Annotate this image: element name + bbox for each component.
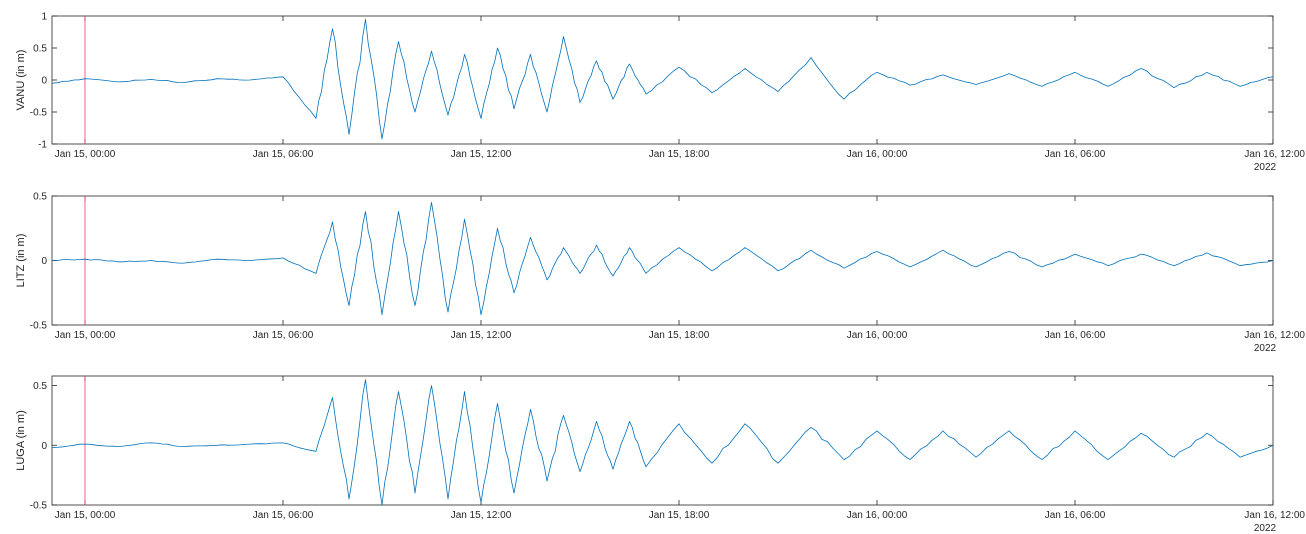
luga-ylabel: LUGA (in m): [15, 410, 27, 471]
luga-xtick-label: Jan 16, 00:00: [847, 510, 908, 521]
vanu-series-line: [51, 18, 1274, 140]
vanu-xtick-label: Jan 16, 12:00: [1244, 149, 1305, 160]
litz-series-line: [52, 202, 1274, 316]
luga-xtick-label: Jan 16, 12:00: [1244, 510, 1305, 521]
litz-xtick-label: Jan 16, 12:00: [1244, 330, 1305, 341]
vanu-xtick-label: Jan 15, 00:00: [55, 149, 116, 160]
vanu-ytick-label: -0.5: [30, 108, 48, 119]
vanu-xtick-label: Jan 15, 06:00: [253, 149, 314, 160]
litz-xtick-label: Jan 16, 00:00: [847, 330, 908, 341]
litz-ylabel: LITZ (in m): [15, 234, 27, 288]
panel-vanu: -1 -0.5 0 0.5 1 Jan 15, 00:00 Jan 15, 06:00 Jan…: [15, 12, 1305, 174]
luga-ytick-label: 0.5: [33, 381, 47, 392]
luga-year-label: 2022: [1254, 523, 1277, 534]
panel-litz: -0.5 0 0.5 Jan 15, 00:00 Jan 15, 06:00 Jan 15…: [15, 192, 1305, 355]
vanu-year-label: 2022: [1254, 162, 1277, 173]
vanu-ytick-label: 0: [41, 76, 47, 87]
vanu-xtick-label: Jan 16, 06:00: [1045, 149, 1106, 160]
litz-ytick-label: -0.5: [30, 321, 48, 332]
luga-ytick-label: 0: [41, 441, 47, 452]
vanu-axes-frame: [51, 15, 1274, 145]
vanu-xtick-label: Jan 16, 00:00: [847, 149, 908, 160]
litz-xtick-label: Jan 15, 18:00: [649, 330, 710, 341]
litz-xtick-label: Jan 15, 00:00: [55, 330, 116, 341]
luga-axes-frame: [51, 375, 1274, 506]
litz-xtick-label: Jan 15, 06:00: [253, 330, 314, 341]
litz-xtick-label: Jan 15, 12:00: [451, 330, 512, 341]
litz-ytick-label: 0.5: [33, 192, 47, 203]
vanu-xtick-label: Jan 15, 12:00: [451, 149, 512, 160]
litz-xtick-label: Jan 16, 06:00: [1045, 330, 1106, 341]
panel-luga: -0.5 0 0.5 Jan 15, 00:00 Jan 15, 06:00 Jan 15…: [15, 375, 1305, 534]
luga-xtick-label: Jan 15, 18:00: [649, 510, 710, 521]
litz-axes-frame: [51, 195, 1274, 326]
luga-xtick-label: Jan 15, 06:00: [253, 510, 314, 521]
litz-year-label: 2022: [1254, 343, 1277, 354]
luga-xtick-label: Jan 15, 12:00: [451, 510, 512, 521]
vanu-ytick-label: 1: [41, 12, 47, 23]
luga-xtick-label: Jan 15, 00:00: [55, 510, 116, 521]
vanu-xtick-label: Jan 15, 18:00: [649, 149, 710, 160]
vanu-ytick-label: 0.5: [33, 44, 47, 55]
luga-series-line: [51, 379, 1274, 506]
vanu-ylabel: VANU (in m): [15, 50, 27, 111]
litz-ytick-label: 0: [41, 256, 47, 267]
luga-ytick-label: -0.5: [30, 501, 48, 512]
vanu-ytick-label: -1: [38, 140, 47, 151]
luga-xtick-label: Jan 16, 06:00: [1045, 510, 1106, 521]
